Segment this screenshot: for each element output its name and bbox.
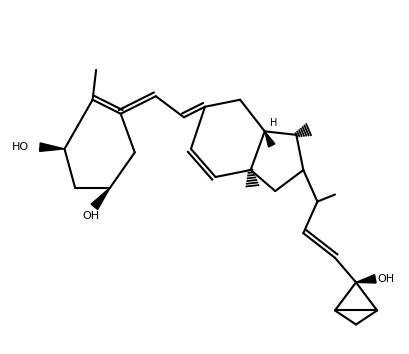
Text: HO: HO — [12, 142, 29, 152]
Polygon shape — [355, 275, 375, 283]
Polygon shape — [91, 188, 110, 210]
Text: OH: OH — [376, 274, 393, 284]
Polygon shape — [40, 143, 64, 152]
Polygon shape — [264, 131, 274, 147]
Text: OH: OH — [82, 211, 99, 221]
Text: H: H — [269, 118, 276, 127]
